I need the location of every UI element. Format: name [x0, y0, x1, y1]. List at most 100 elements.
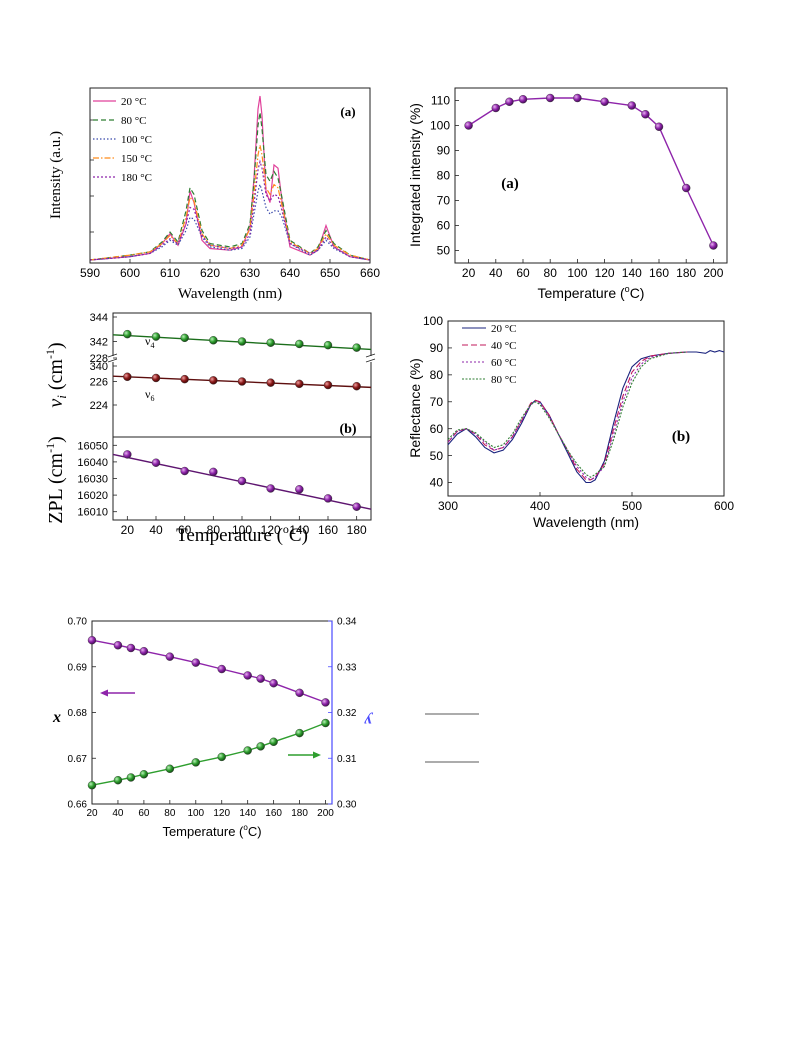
integrated-y-axis-label: Integrated intensity (%) — [407, 103, 423, 247]
chromaticity-data-point — [191, 758, 200, 767]
raman-upper-data-point — [352, 343, 361, 352]
chromaticity-data-point — [256, 742, 265, 751]
raman-x-ticks: 20 40 60 80 100 120 140 160 180 — [121, 516, 367, 537]
chromaticity-x-tick-label: 200 — [317, 808, 334, 819]
raman-x-tick-label: 20 — [121, 523, 135, 537]
chromaticity-data-point — [113, 641, 123, 650]
integrated-x-tick-label: 180 — [676, 266, 696, 280]
raman-upper-data-point — [323, 340, 333, 350]
chromaticity-data-point — [165, 764, 175, 773]
chromaticity-data-point — [113, 776, 123, 785]
raman-upper-data-point — [151, 373, 161, 383]
spectra-x-tick-label: 610 — [160, 266, 180, 280]
raman-lower-y-axis-label: ZPL (cm-1) — [43, 436, 67, 524]
raman-lower-y-main: ZPL (cm — [45, 452, 67, 523]
raman-upper-data-point — [209, 336, 218, 345]
spectra-legend: 20 °C 80 °C 100 °C 150 °C 180 °C — [93, 96, 152, 184]
reflectance-series-line — [447, 351, 688, 481]
raman-x-label-main: Temperature ( — [176, 525, 283, 546]
integrated-x-tick-label: 60 — [516, 266, 530, 280]
raman-upper-data-point — [180, 374, 189, 384]
chromaticity-x-tick-label: 160 — [265, 808, 282, 819]
chromaticity-right-y-tick-label: 0.32 — [337, 708, 357, 719]
chromaticity-data-point — [87, 636, 97, 645]
integrated-y-tick-label: 50 — [437, 244, 451, 258]
raman-x-tick-label: 80 — [207, 523, 221, 537]
reflectance-curves — [447, 350, 725, 484]
integrated-data-point — [682, 183, 691, 193]
spectra-series-line — [89, 182, 371, 261]
reflectance-y-tick-label: 90 — [430, 341, 444, 355]
spectra-x-tick-label: 640 — [280, 266, 300, 280]
integrated-x-label-main: Temperature ( — [538, 285, 625, 301]
integrated-x-tick-label: 200 — [703, 266, 723, 280]
chromaticity-data-point — [191, 658, 200, 667]
integrated-data-point — [641, 110, 650, 119]
raman-lower-y-tick-label: 16050 — [77, 440, 108, 452]
integrated-y-tick-label: 60 — [437, 219, 451, 233]
reflectance-series-line — [447, 350, 725, 484]
spectra-y-axis-label: Intensity (a.u.) — [48, 131, 64, 219]
raman-lower-y-close: ) — [45, 436, 67, 443]
raman-upper-data-point — [209, 376, 218, 385]
integrated-plot-frame — [454, 87, 728, 264]
chromaticity-right-y-tick-label: 0.30 — [337, 800, 357, 811]
chromaticity-data-point — [139, 646, 149, 656]
chromaticity-right-y-tick-label: 0.33 — [337, 662, 357, 673]
integrated-x-tick-label: 80 — [544, 266, 558, 280]
raman-v4-symbol: ν — [145, 334, 151, 348]
integrated-x-ticks: 20 40 60 80 100 120 140 160 180 200 — [462, 259, 724, 280]
integrated-data-point — [518, 95, 528, 104]
raman-x-tick-label: 140 — [289, 523, 309, 537]
integrated-x-axis-label: Temperature (oC) — [538, 284, 645, 301]
chromaticity-data-point — [217, 664, 226, 674]
spectra-curves — [89, 95, 371, 261]
integrated-x-tick-label: 20 — [462, 266, 476, 280]
raman-upper-data-point — [123, 372, 132, 381]
raman-x-tick-label: 60 — [178, 523, 192, 537]
raman-upper-data-point — [295, 339, 304, 349]
chromaticity-data-point — [321, 698, 330, 707]
chromaticity-x-tick-label: 180 — [291, 808, 308, 819]
right-pointing-arrow-icon — [288, 751, 321, 759]
reflectance-series-line — [447, 351, 688, 478]
reflectance-x-tick-label: 300 — [438, 499, 458, 513]
chromaticity-data-point — [126, 643, 136, 653]
spectra-x-ticks: 590 600 610 620 630 640 650 660 — [80, 119, 380, 280]
integrated-series-line — [468, 97, 715, 246]
raman-lower-y-sup: -1 — [43, 443, 57, 453]
raman-x-tick-label: 160 — [318, 523, 338, 537]
raman-upper-y-tick-label: 340 — [90, 361, 108, 373]
integrated-y-tick-label: 70 — [437, 194, 451, 208]
raman-x-label-tail: C) — [289, 525, 308, 546]
zpl-data-point — [180, 466, 189, 476]
raman-upper-y-tick-label: 228 — [90, 353, 108, 365]
raman-upper-y-sub: i — [54, 395, 69, 399]
raman-upper-data-point — [352, 382, 361, 391]
spectra-legend-label: 20 °C — [121, 96, 147, 108]
integrated-x-tick-label: 40 — [489, 266, 503, 280]
chromaticity-data-point — [126, 773, 136, 782]
chromaticity-left-y-tick-label: 0.69 — [68, 662, 88, 673]
chromaticity-left-y-ticks: 0.66 0.67 0.68 0.69 0.70 — [68, 617, 96, 811]
raman-upper-y-nu: ν — [45, 399, 67, 408]
zpl-data-point — [123, 450, 132, 459]
integrated-y-tick-label: 80 — [437, 169, 451, 183]
integrated-panel: 20 40 60 80 100 120 140 160 180 200 50 60 70 80 90 100… — [407, 87, 728, 301]
chromaticity-data-point — [256, 674, 265, 683]
chromaticity-x-tick-label: 120 — [213, 808, 230, 819]
reflectance-panel-label: (b) — [672, 429, 690, 445]
integrated-data-point — [505, 97, 514, 106]
chromaticity-left-y-tick-label: 0.70 — [68, 617, 88, 628]
raman-upper-data-point — [323, 380, 333, 390]
raman-x-tick-label: 100 — [232, 523, 252, 537]
raman-lower-y-tick-label: 16040 — [77, 457, 108, 469]
raman-series-label-v6: ν6 — [145, 387, 154, 403]
integrated-data-point — [573, 93, 582, 103]
chromaticity-data-point — [139, 770, 149, 779]
raman-upper-y-close: ) — [45, 342, 67, 349]
chromaticity-right-y-axis-label: y — [364, 712, 374, 729]
raman-upper-y-tick-label: 224 — [90, 400, 108, 412]
integrated-data-point — [709, 241, 718, 250]
